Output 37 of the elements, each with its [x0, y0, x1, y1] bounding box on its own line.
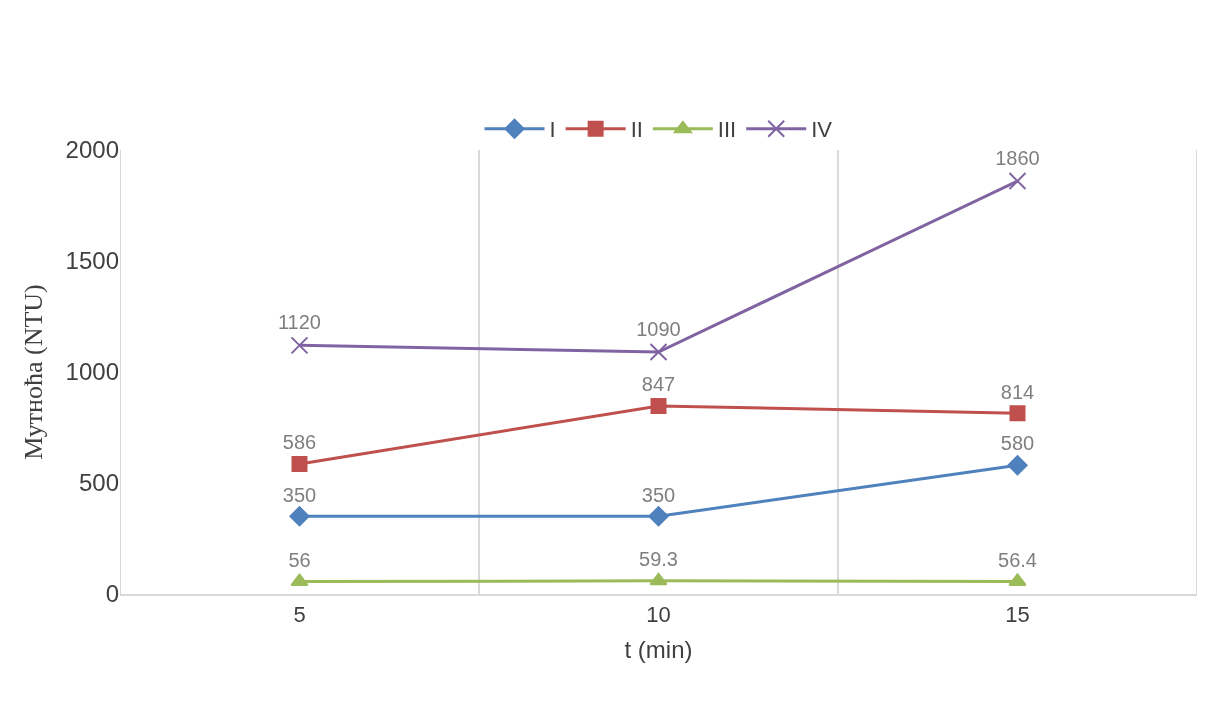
data-label: 1120 [277, 311, 322, 334]
point [290, 573, 309, 587]
legend-label: I [549, 117, 556, 143]
y-axis-title: Мутноћа (NTU) [19, 284, 49, 460]
point [648, 506, 669, 527]
legend-label: III [717, 117, 737, 143]
data-label: 814 [1000, 380, 1035, 403]
x-axis-title: t (min) [624, 636, 693, 664]
legend-label: II [630, 117, 643, 143]
data-label: 350 [282, 483, 317, 506]
point [291, 455, 308, 472]
data-label: 56 [288, 548, 311, 571]
point [649, 343, 668, 362]
point [1008, 172, 1027, 191]
data-label: 580 [1000, 432, 1035, 455]
point [649, 572, 668, 586]
data-label: 1090 [636, 318, 681, 341]
point [290, 336, 309, 355]
y-tick-label: 0 [105, 580, 119, 608]
y-tick-label: 500 [78, 469, 119, 497]
data-label: 1860 [995, 147, 1040, 170]
data-label: 847 [641, 373, 676, 396]
data-label: 59.3 [639, 548, 678, 571]
point [1007, 455, 1028, 476]
data-label: 350 [641, 483, 676, 506]
x-tick-label: 10 [646, 602, 671, 628]
point [1009, 405, 1026, 422]
point [650, 397, 667, 414]
x-tick-label: 5 [293, 602, 306, 628]
data-label: 56.4 [998, 548, 1037, 571]
y-tick-label: 2000 [65, 136, 119, 164]
y-tick-label: 1500 [65, 247, 119, 275]
y-tick-label: 1000 [65, 358, 119, 386]
x-tick-label: 15 [1005, 602, 1030, 628]
legend-label: IV [811, 117, 833, 143]
point [289, 506, 310, 527]
data-label: 586 [282, 431, 317, 454]
